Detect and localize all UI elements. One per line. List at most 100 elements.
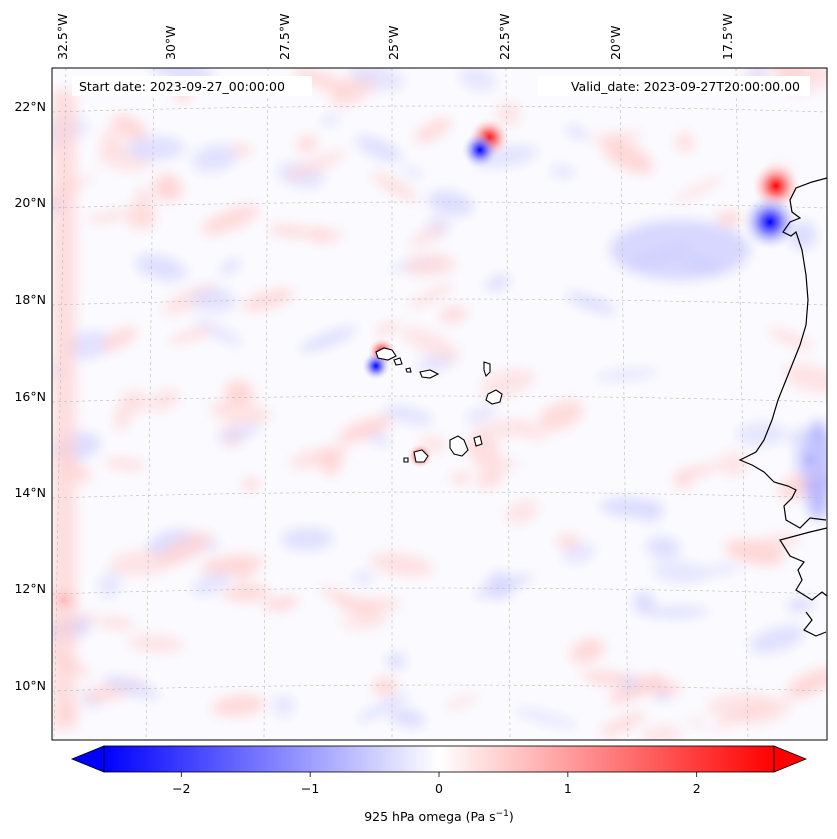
weak-ascent-patch: [738, 698, 792, 726]
weak-descent-patch: [388, 708, 426, 728]
lon-label-22-5w: 22.5°W: [497, 14, 512, 60]
weak-ascent-patch: [211, 694, 266, 717]
weak-ascent-patch: [319, 229, 343, 244]
weak-descent-patch: [64, 330, 114, 360]
weak-descent-patch: [748, 625, 805, 654]
weak-ascent-patch: [340, 614, 389, 629]
weak-ascent-patch: [288, 446, 349, 470]
island-sal: [483, 361, 491, 378]
weak-ascent-patch: [471, 419, 534, 439]
colorbar: −2 −1 0 1 2 925 hPa omega (Pa s−1): [70, 745, 808, 824]
weak-descent-patch: [217, 424, 260, 442]
valid-date-box: [538, 76, 810, 96]
coastal-min: [742, 194, 798, 250]
weak-ascent-patch: [371, 172, 419, 202]
colorbar-extend-high: [773, 745, 808, 773]
weak-descent-patch: [126, 136, 185, 161]
lat-label-20n: 20°N: [14, 195, 46, 210]
weak-ascent-patch: [786, 668, 827, 699]
valid-date-label: Valid_date: 2023-09-27T20:00:00.00: [571, 79, 800, 94]
lon-label-27-5w: 27.5°W: [277, 14, 292, 60]
weak-ascent-patch: [625, 677, 683, 695]
lon-label-30w: 30°W: [163, 25, 178, 60]
weak-ascent-patch: [588, 131, 644, 143]
lat-gridline: [52, 201, 827, 209]
weak-descent-patch: [646, 536, 681, 558]
cape-verde-islands: [375, 347, 503, 463]
weak-ascent-patch: [159, 531, 212, 566]
lat-label-22n: 22°N: [14, 99, 46, 114]
lat-gridline: [52, 684, 827, 692]
weak-ascent-patch: [86, 211, 129, 223]
weak-ascent-patch: [292, 68, 351, 94]
weak-descent-patch: [562, 543, 596, 564]
weak-descent-patch: [427, 190, 474, 216]
weak-ascent-patch: [369, 552, 434, 577]
weak-ascent-patch: [372, 677, 398, 696]
weak-descent-patch: [746, 68, 771, 78]
weak-ascent-patch: [717, 452, 749, 477]
weak-descent-patch: [643, 606, 710, 618]
lat-gridline: [52, 298, 827, 306]
weak-ascent-patch: [439, 306, 468, 324]
weak-descent-patch: [550, 165, 575, 178]
lon-label-32-5w: 32.5°W: [55, 14, 70, 60]
weak-ascent-patch: [407, 284, 454, 309]
weak-ascent-patch: [97, 617, 136, 629]
colorbar-tick-label: 2: [693, 781, 701, 796]
colorbar-title: 925 hPa omega (Pa s−1): [364, 809, 514, 824]
weak-ascent-patch: [150, 389, 180, 411]
weak-ascent-patch: [602, 139, 654, 174]
island-sao-nicolau: [419, 369, 440, 379]
weak-descent-patch: [299, 326, 358, 352]
weak-ascent-patch: [375, 321, 399, 337]
island-sao-vicente: [393, 357, 403, 366]
colorbar-tick-label: 0: [435, 781, 443, 796]
colorbar-gradient: [103, 745, 775, 773]
weak-ascent-patch: [570, 638, 605, 664]
weak-descent-patch: [786, 597, 815, 612]
strong-dipole-min: [462, 132, 498, 168]
weak-ascent-patch: [242, 478, 260, 491]
weak-ascent-patch: [337, 415, 393, 444]
weak-descent-patch: [564, 125, 589, 139]
lon-gridline: [619, 68, 629, 740]
weak-ascent-patch: [495, 101, 522, 127]
island-fogo: [413, 449, 429, 463]
lat-label-16n: 16°N: [14, 389, 46, 404]
weak-ascent-patch: [768, 327, 814, 351]
lat-label-12n: 12°N: [14, 581, 46, 596]
weak-descent-patch: [696, 564, 741, 577]
island-brava: [403, 457, 409, 463]
weak-ascent-patch: [242, 288, 295, 312]
weak-ascent-patch: [152, 173, 183, 202]
colorbar-tick-label: −2: [172, 781, 190, 796]
weak-ascent-patch: [126, 202, 157, 230]
weak-descent-patch: [356, 693, 410, 723]
weak-ascent-patch: [537, 399, 584, 432]
island-santo-antao: [375, 347, 397, 361]
weak-descent-patch: [485, 274, 511, 291]
weak-descent-patch: [192, 143, 239, 173]
weak-descent-patch: [621, 674, 640, 692]
weak-ascent-patch: [263, 596, 300, 611]
weak-descent-patch: [281, 527, 334, 551]
weak-ascent-patch: [235, 569, 252, 582]
island-boa-vista: [485, 389, 503, 405]
colorbar-title-close: ): [509, 809, 514, 824]
weak-descent-patch: [355, 135, 402, 163]
weak-descent-patch: [599, 498, 664, 518]
colorbar-title-main: 925 hPa omega (Pa s: [364, 809, 495, 824]
weak-descent-patch: [98, 571, 121, 599]
start-date-box: [72, 76, 312, 96]
lon-label-17-5w: 17.5°W: [720, 14, 735, 60]
weak-ascent-patch: [126, 635, 185, 652]
weak-ascent-patch: [111, 114, 147, 141]
weak-ascent-patch: [201, 205, 260, 235]
weak-ascent-patch: [471, 459, 521, 470]
island-santiago: [449, 435, 469, 457]
weak-descent-patch: [383, 405, 434, 425]
weak-descent-patch: [103, 675, 160, 699]
weak-descent-patch: [595, 368, 658, 381]
weak-descent-patch: [565, 292, 618, 314]
